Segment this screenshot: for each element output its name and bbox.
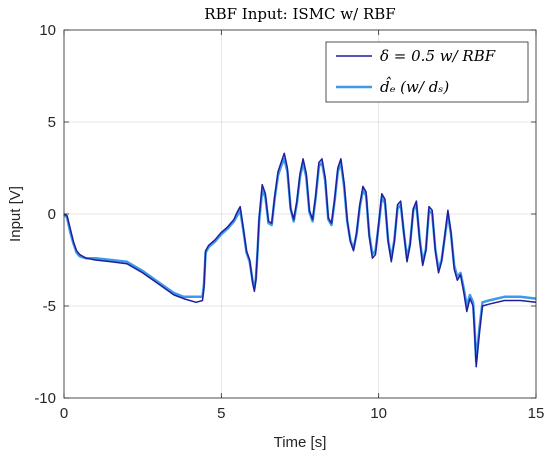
y-tick-label: 0 bbox=[48, 206, 56, 223]
x-axis-label: Time [s] bbox=[274, 434, 327, 451]
y-axis-label: Input [V] bbox=[7, 186, 24, 242]
x-tick-label: 0 bbox=[60, 405, 68, 422]
series-line-1 bbox=[63, 152, 537, 368]
legend-box bbox=[325, 41, 529, 103]
y-tick-label: -10 bbox=[34, 390, 56, 407]
y-tick-label: 5 bbox=[48, 114, 56, 131]
x-tick-label: 15 bbox=[528, 405, 545, 422]
x-tick-label: 5 bbox=[217, 405, 225, 422]
legend: δ = 0.5 w/ RBF d̂ₑ (w/ dₛ) bbox=[325, 41, 529, 103]
legend-label-series-2: d̂ₑ (w/ dₛ) bbox=[380, 77, 449, 96]
ticks: 0 5 10 15 -10 -5 0 5 10 bbox=[34, 22, 544, 422]
x-tick-label: 10 bbox=[370, 405, 387, 422]
chart-title: RBF Input: ISMC w/ RBF bbox=[204, 5, 395, 23]
series-layer bbox=[63, 152, 537, 368]
y-tick-label: 10 bbox=[39, 22, 56, 39]
y-tick-label: -5 bbox=[43, 298, 56, 315]
legend-label-series-1: δ = 0.5 w/ RBF bbox=[380, 47, 496, 65]
